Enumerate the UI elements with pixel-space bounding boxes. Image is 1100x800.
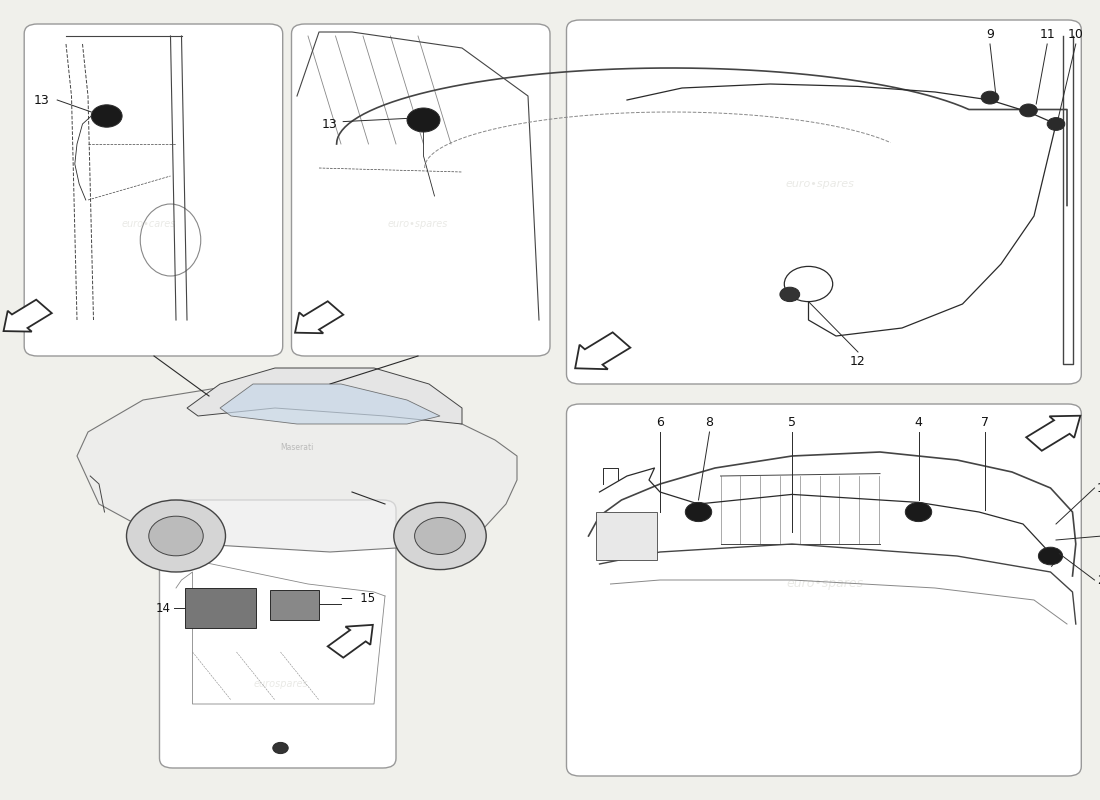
Text: 8: 8 [705,416,714,429]
Bar [185,588,256,628]
Text: 12: 12 [850,355,866,368]
Polygon shape [3,300,52,332]
Text: euro•spares: euro•spares [786,578,864,590]
Text: euro•spares: euro•spares [785,179,854,189]
FancyBboxPatch shape [292,24,550,356]
Text: 6: 6 [656,416,664,429]
Circle shape [394,502,486,570]
Circle shape [126,500,226,572]
Text: 5: 5 [788,416,796,429]
Circle shape [148,516,204,556]
Text: 4: 4 [914,416,923,429]
Polygon shape [328,625,373,658]
Text: 13: 13 [322,118,338,130]
Circle shape [905,502,932,522]
Text: eurospares: eurospares [253,679,308,689]
Polygon shape [77,384,517,552]
Circle shape [685,502,712,522]
Circle shape [1047,118,1065,130]
Text: euro•cares: euro•cares [121,219,176,229]
Circle shape [780,287,800,302]
FancyBboxPatch shape [160,500,396,768]
Polygon shape [187,368,462,424]
FancyBboxPatch shape [566,404,1081,776]
Polygon shape [1026,416,1080,450]
Circle shape [1020,104,1037,117]
Circle shape [1038,547,1063,565]
Text: 9: 9 [986,28,994,41]
Text: 14: 14 [155,602,170,614]
Polygon shape [575,332,630,370]
Text: 7: 7 [980,416,989,429]
Bar [270,590,319,620]
Text: —  15: — 15 [341,592,375,605]
FancyBboxPatch shape [566,20,1081,384]
Circle shape [273,742,288,754]
Circle shape [407,108,440,132]
Text: 11: 11 [1040,28,1055,41]
Text: 1: 1 [1097,482,1100,494]
Circle shape [415,518,465,554]
Text: euro•spares: euro•spares [388,219,448,229]
Circle shape [91,105,122,127]
Polygon shape [220,384,440,424]
Circle shape [981,91,999,104]
Text: 10: 10 [1068,28,1084,41]
Text: 2: 2 [1097,574,1100,586]
Polygon shape [295,302,343,334]
Text: 13: 13 [34,94,50,106]
Bar [596,512,657,560]
Text: Maserati: Maserati [280,443,314,453]
FancyBboxPatch shape [24,24,283,356]
